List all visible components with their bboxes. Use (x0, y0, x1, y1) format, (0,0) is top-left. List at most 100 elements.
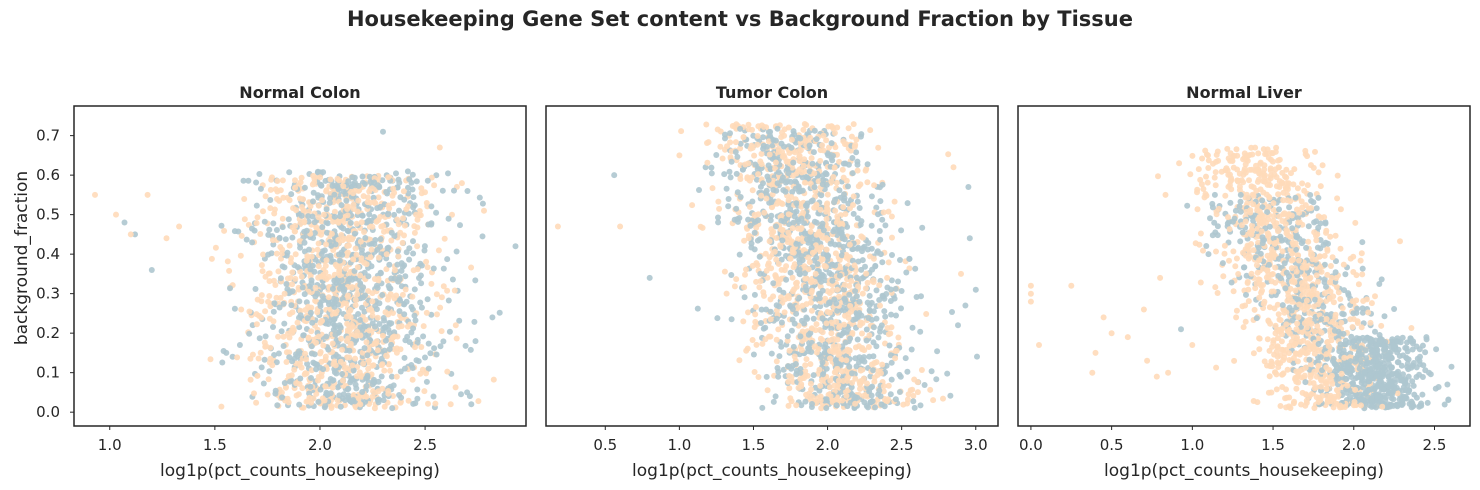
data-point (803, 301, 810, 308)
data-point (430, 393, 437, 400)
data-point (297, 179, 304, 186)
data-point (813, 231, 820, 238)
data-point (811, 218, 818, 225)
data-point (917, 402, 924, 409)
data-point (323, 187, 330, 194)
data-point (396, 179, 403, 186)
data-point (802, 275, 809, 282)
data-point (788, 238, 795, 245)
data-point (260, 380, 267, 387)
data-point (758, 192, 765, 199)
data-point (1233, 146, 1240, 153)
data-point (386, 205, 393, 212)
data-point (418, 304, 425, 311)
data-point (798, 381, 805, 388)
data-point (804, 236, 810, 243)
data-point (840, 174, 847, 181)
data-point (338, 232, 345, 238)
data-point (745, 216, 752, 223)
data-point (775, 326, 782, 333)
data-point (121, 219, 128, 226)
data-point (394, 261, 401, 268)
data-point (322, 262, 329, 269)
data-point (336, 392, 343, 399)
data-point (353, 220, 360, 227)
data-point (296, 298, 303, 305)
data-point (360, 360, 367, 367)
data-point (696, 187, 702, 193)
data-point (911, 404, 918, 411)
data-point (748, 142, 755, 149)
data-point (1317, 183, 1324, 190)
data-point (452, 384, 459, 391)
data-point (760, 123, 767, 130)
data-point (1272, 322, 1279, 329)
data-point (1307, 274, 1314, 281)
data-point (254, 214, 261, 221)
data-point (755, 217, 762, 224)
data-point (824, 191, 831, 198)
data-point (418, 185, 425, 192)
data-point (714, 315, 721, 322)
x-tick-label: 2.5 (413, 436, 437, 454)
data-point (852, 400, 859, 407)
data-point (1311, 328, 1318, 335)
data-point (745, 121, 752, 128)
data-point (359, 173, 366, 180)
data-point (751, 246, 758, 253)
data-point (472, 277, 479, 284)
data-point (873, 315, 880, 322)
data-point (813, 236, 820, 243)
data-point (350, 190, 357, 197)
data-point (765, 138, 772, 145)
data-point (346, 354, 353, 361)
data-point (836, 350, 843, 357)
data-point (315, 202, 322, 209)
data-point (841, 281, 848, 288)
data-point (828, 330, 835, 337)
data-point (334, 218, 341, 225)
data-point (831, 164, 838, 171)
data-point (763, 267, 770, 274)
data-point (809, 234, 816, 241)
data-point (676, 152, 683, 159)
data-point (318, 318, 325, 324)
data-point (773, 223, 779, 230)
data-point (361, 345, 368, 352)
data-point (451, 287, 458, 294)
y-tick-label: 0.2 (36, 324, 60, 342)
data-point (823, 320, 830, 327)
data-point (1304, 182, 1311, 189)
data-point (317, 386, 324, 393)
data-point (804, 213, 811, 220)
data-point (453, 335, 460, 342)
data-point (237, 252, 244, 259)
data-point (779, 233, 786, 239)
data-point (776, 353, 783, 360)
data-point (467, 346, 474, 353)
data-point (826, 270, 833, 276)
data-point (845, 314, 852, 321)
data-point (1252, 285, 1259, 292)
data-point (950, 164, 957, 171)
data-point (715, 219, 722, 226)
data-point (807, 380, 814, 387)
data-point (406, 176, 413, 183)
data-point (1292, 287, 1299, 294)
data-point (722, 135, 728, 142)
data-point (369, 298, 376, 305)
data-point (362, 316, 369, 323)
data-point (263, 343, 269, 349)
data-point (816, 326, 823, 333)
data-point (260, 208, 266, 215)
data-point (849, 170, 856, 177)
data-point (791, 286, 798, 293)
data-point (851, 262, 858, 269)
data-point (805, 331, 812, 338)
data-point (410, 400, 417, 407)
data-point (319, 197, 325, 204)
data-point (380, 397, 387, 404)
data-point (782, 188, 789, 195)
data-point (409, 293, 416, 300)
data-point (1197, 230, 1204, 237)
